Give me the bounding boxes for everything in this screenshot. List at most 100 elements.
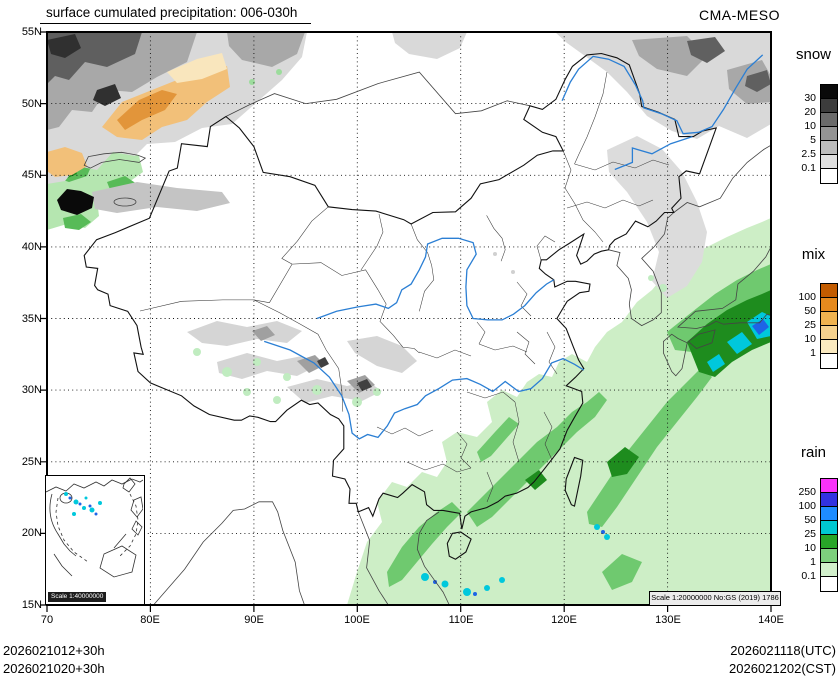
inset-luzon: [130, 496, 144, 518]
legend-seg: [821, 169, 837, 183]
legend-seg: [821, 493, 837, 507]
legend-tick-label: 10: [804, 542, 816, 554]
inset-borneo: [99, 545, 137, 578]
legend-seg: [821, 155, 837, 169]
legend-seg: [821, 577, 837, 591]
korea-coastline: [608, 212, 675, 327]
x-tick-label: 70: [40, 614, 54, 626]
lake-balkhash: [83, 151, 147, 169]
foreign-coastlines: [83, 71, 772, 606]
legend-seg: [821, 535, 837, 549]
inset-nine-dash-line: [55, 493, 139, 563]
model-name-label: CMA-MESO: [699, 7, 780, 23]
x-tick-label: 100E: [344, 614, 370, 626]
y-tick-label: 20N: [21, 527, 42, 539]
rain-colorbar: [820, 478, 838, 592]
x-tick-label: 120E: [551, 614, 577, 626]
kyushu-coastline: [663, 333, 688, 377]
mix-legend-title: mix: [801, 246, 826, 263]
inset-map: [45, 477, 144, 578]
valid-time-cst: 2026021202(CST): [729, 661, 836, 676]
indochina-border: [357, 511, 389, 606]
inset-taiwan: [122, 477, 136, 493]
legend-seg: [821, 127, 837, 141]
lake-issyk-kul: [113, 197, 137, 207]
legend-tick-label: 50: [804, 514, 816, 526]
amur-river: [561, 54, 764, 135]
mix-colorbar: [820, 283, 838, 369]
south-china-sea-inset: Scale 1:40000000: [45, 475, 145, 605]
legend-seg: [821, 99, 837, 113]
inset-palawan: [113, 533, 127, 549]
legend-seg: [821, 326, 837, 340]
shikoku-coastline: [687, 329, 716, 349]
legend-seg: [821, 479, 837, 493]
x-tick-label: 140E: [758, 614, 784, 626]
legend-tick-label: 100: [798, 291, 816, 303]
snow-colorbar: [820, 84, 838, 184]
legend-seg: [821, 141, 837, 155]
snow-legend-title: snow: [795, 46, 832, 63]
legend-seg: [821, 507, 837, 521]
y-tick-label: 45N: [21, 169, 42, 181]
legend-tick-label: 5: [810, 134, 816, 146]
inset-philippines: [131, 520, 143, 536]
legend-tick-label: 10: [804, 333, 816, 345]
legend-tick-label: 30: [804, 92, 816, 104]
legend-seg: [821, 340, 837, 354]
mix-shading: [47, 53, 230, 177]
legend-tick-label: 100: [798, 500, 816, 512]
primorye-coastline: [673, 144, 772, 213]
map-frame: [40, 31, 772, 612]
legend-seg: [821, 85, 837, 99]
y-tick-label: 35N: [21, 313, 42, 325]
legend-tick-label: 1: [810, 347, 816, 359]
china-border: [83, 52, 718, 560]
vietnam-coastline: [416, 511, 450, 606]
y-tick-label: 55N: [21, 26, 42, 38]
rain-legend-title: rain: [800, 444, 826, 461]
init-time-utc: 2026021012+30h: [3, 643, 105, 658]
y-tick-label: 30N: [21, 384, 42, 396]
valid-time-utc: 2026021118(UTC): [730, 643, 836, 658]
legend-tick-label: 2.5: [801, 148, 816, 160]
map-scale-label: Scale 1:20000000 No:GS (2019) 1786: [649, 591, 781, 606]
inset-vietnam-coast: [49, 493, 77, 557]
legend-seg: [821, 284, 837, 298]
legend-seg: [821, 298, 837, 312]
province-boundaries: [139, 71, 670, 503]
inset-malay: [53, 553, 73, 577]
legend-tick-label: 1: [810, 556, 816, 568]
inset-precip-dots: [64, 492, 102, 516]
legend-seg: [821, 563, 837, 577]
legend-seg: [821, 113, 837, 127]
x-tick-label: 110E: [448, 614, 474, 626]
inset-scale-label: Scale 1:40000000: [48, 592, 107, 602]
china-precipitation-map: [40, 31, 772, 612]
init-time-cst: 2026021020+30h: [3, 661, 105, 676]
taiwan-coastline: [564, 456, 584, 507]
page-title: surface cumulated precipitation: 006-030…: [40, 5, 312, 24]
yangtze-river: [263, 340, 585, 440]
y-tick-label: 25N: [21, 456, 42, 468]
y-tick-label: 50N: [21, 98, 42, 110]
graticule: [47, 32, 771, 605]
legend-seg: [821, 354, 837, 368]
y-tick-label: 15N: [21, 599, 42, 611]
legend-tick-label: 0.1: [801, 570, 816, 582]
legend-tick-label: 10: [804, 120, 816, 132]
legend-tick-label: 25: [804, 319, 816, 331]
legend-tick-label: 250: [798, 486, 816, 498]
x-tick-label: 90E: [244, 614, 264, 626]
legend-seg: [821, 549, 837, 563]
songhua-river: [614, 135, 693, 171]
yellow-river: [316, 237, 555, 321]
legend-tick-label: 25: [804, 528, 816, 540]
legend-seg: [821, 521, 837, 535]
x-tick-label: 130E: [655, 614, 681, 626]
x-tick-label: 80E: [140, 614, 160, 626]
india-coastline: [153, 501, 305, 606]
legend-tick-label: 0.1: [801, 162, 816, 174]
hainan-coastline: [446, 531, 472, 560]
